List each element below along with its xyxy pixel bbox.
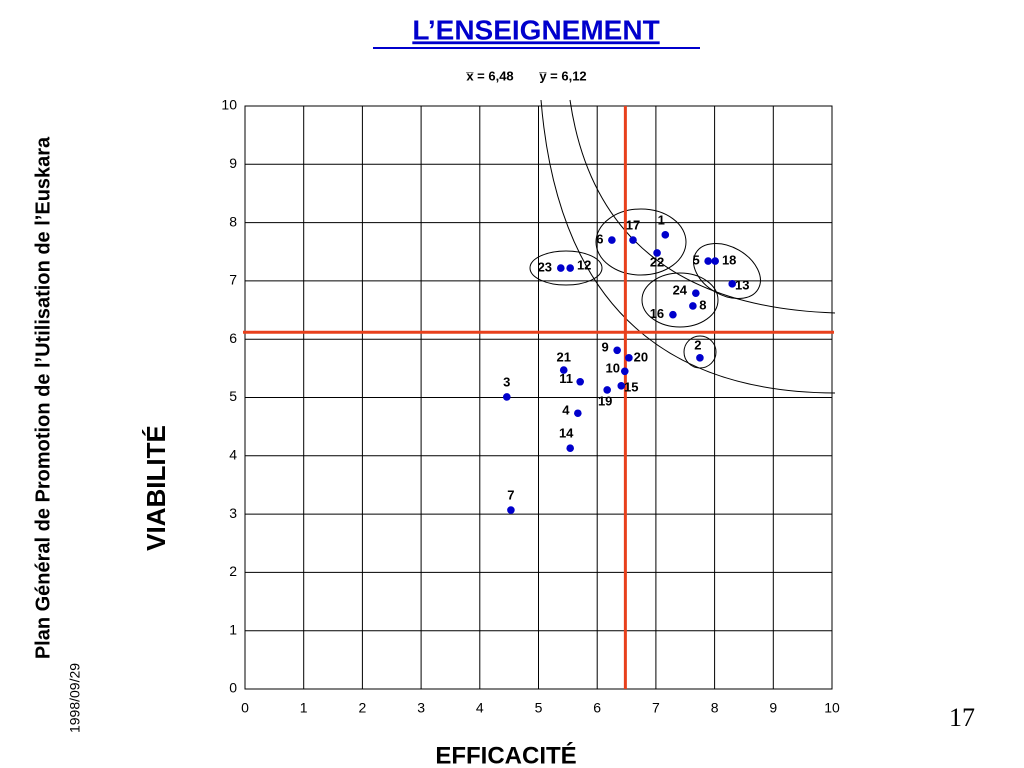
point-label: 10 [606, 361, 620, 376]
point-label: 14 [559, 426, 574, 441]
x-tick-label: 1 [300, 700, 308, 716]
chart-title: L’ENSEIGNEMENT [412, 14, 659, 45]
point [507, 506, 515, 514]
point-label: 24 [673, 283, 688, 298]
x-tick-label: 2 [359, 700, 367, 716]
point [576, 377, 584, 386]
y-tick-label: 4 [229, 447, 237, 463]
point [625, 354, 633, 362]
point-label: 20 [634, 349, 648, 364]
iso-curve [569, 99, 836, 314]
point [613, 346, 621, 355]
point-label: 16 [650, 306, 664, 321]
point [692, 289, 700, 297]
y-tick-label: 10 [221, 97, 237, 113]
point [711, 257, 719, 265]
y-tick-label: 0 [229, 680, 237, 696]
point [608, 236, 616, 244]
point [728, 280, 737, 288]
mean-y-label: y̅ = 6,12 [539, 68, 587, 83]
point [503, 393, 511, 401]
point-label: 18 [722, 253, 736, 268]
y-tick-label: 3 [229, 505, 237, 521]
y-tick-label: 6 [229, 330, 237, 346]
point-label: 19 [598, 393, 612, 408]
x-tick-label: 8 [711, 700, 719, 716]
point [566, 264, 574, 272]
point-label: 6 [596, 232, 603, 247]
point-label: 23 [538, 260, 552, 275]
point-label: 7 [507, 487, 514, 502]
point [669, 310, 677, 319]
point-label: 3 [503, 374, 510, 389]
point-label: 21 [557, 350, 571, 365]
point-label: 4 [562, 403, 570, 418]
y-axis-label: VIABILITÉ [141, 425, 171, 551]
point [661, 231, 670, 239]
y-tick-label: 2 [229, 563, 237, 579]
point [629, 236, 637, 244]
point [620, 367, 629, 376]
x-axis-label: EFFICACITÉ [435, 741, 576, 768]
cluster-ellipse [641, 272, 719, 328]
page-number: 17 [949, 703, 975, 732]
point [704, 257, 712, 265]
x-tick-label: 3 [417, 700, 425, 716]
x-tick-label: 9 [769, 700, 777, 716]
point-label: 5 [693, 253, 700, 268]
x-tick-label: 7 [652, 700, 660, 716]
x-tick-label: 6 [593, 700, 601, 716]
point [557, 264, 565, 272]
x-tick-label: 0 [241, 700, 249, 716]
point [574, 409, 582, 418]
point [559, 366, 568, 374]
cluster-ellipse [693, 243, 761, 299]
point [603, 386, 611, 394]
x-tick-label: 5 [535, 700, 543, 716]
point-label: 15 [624, 379, 638, 394]
point [696, 354, 704, 362]
x-tick-label: 10 [824, 700, 840, 716]
y-tick-label: 1 [229, 621, 237, 637]
date: 1998/09/29 [67, 663, 83, 733]
point [653, 249, 661, 257]
side-title: Plan Général de Promotion de l’Utilisati… [32, 136, 54, 659]
point-label: 17 [626, 218, 640, 233]
point-label: 9 [602, 340, 609, 355]
iso-curve [540, 99, 836, 394]
y-tick-label: 8 [229, 213, 237, 229]
cluster-ellipse [683, 335, 717, 369]
y-tick-label: 7 [229, 272, 237, 288]
annotations [529, 99, 836, 394]
cluster-ellipse [595, 208, 687, 276]
point-label: 13 [735, 277, 749, 292]
point [689, 302, 697, 310]
point-label: 22 [650, 254, 664, 269]
y-tick-label: 9 [229, 155, 237, 171]
y-tick-label: 5 [229, 388, 237, 404]
point-label: 1 [658, 212, 665, 227]
cluster-ellipse [529, 250, 603, 286]
x-tick-label: 4 [476, 700, 484, 716]
point-label: 8 [699, 297, 706, 312]
mean-x-label: x̅ = 6,48 [466, 68, 514, 83]
point-label: 11 [559, 371, 573, 386]
point-label: 12 [577, 258, 591, 273]
point-label: 2 [694, 337, 701, 352]
point [617, 382, 626, 390]
point [566, 444, 574, 453]
